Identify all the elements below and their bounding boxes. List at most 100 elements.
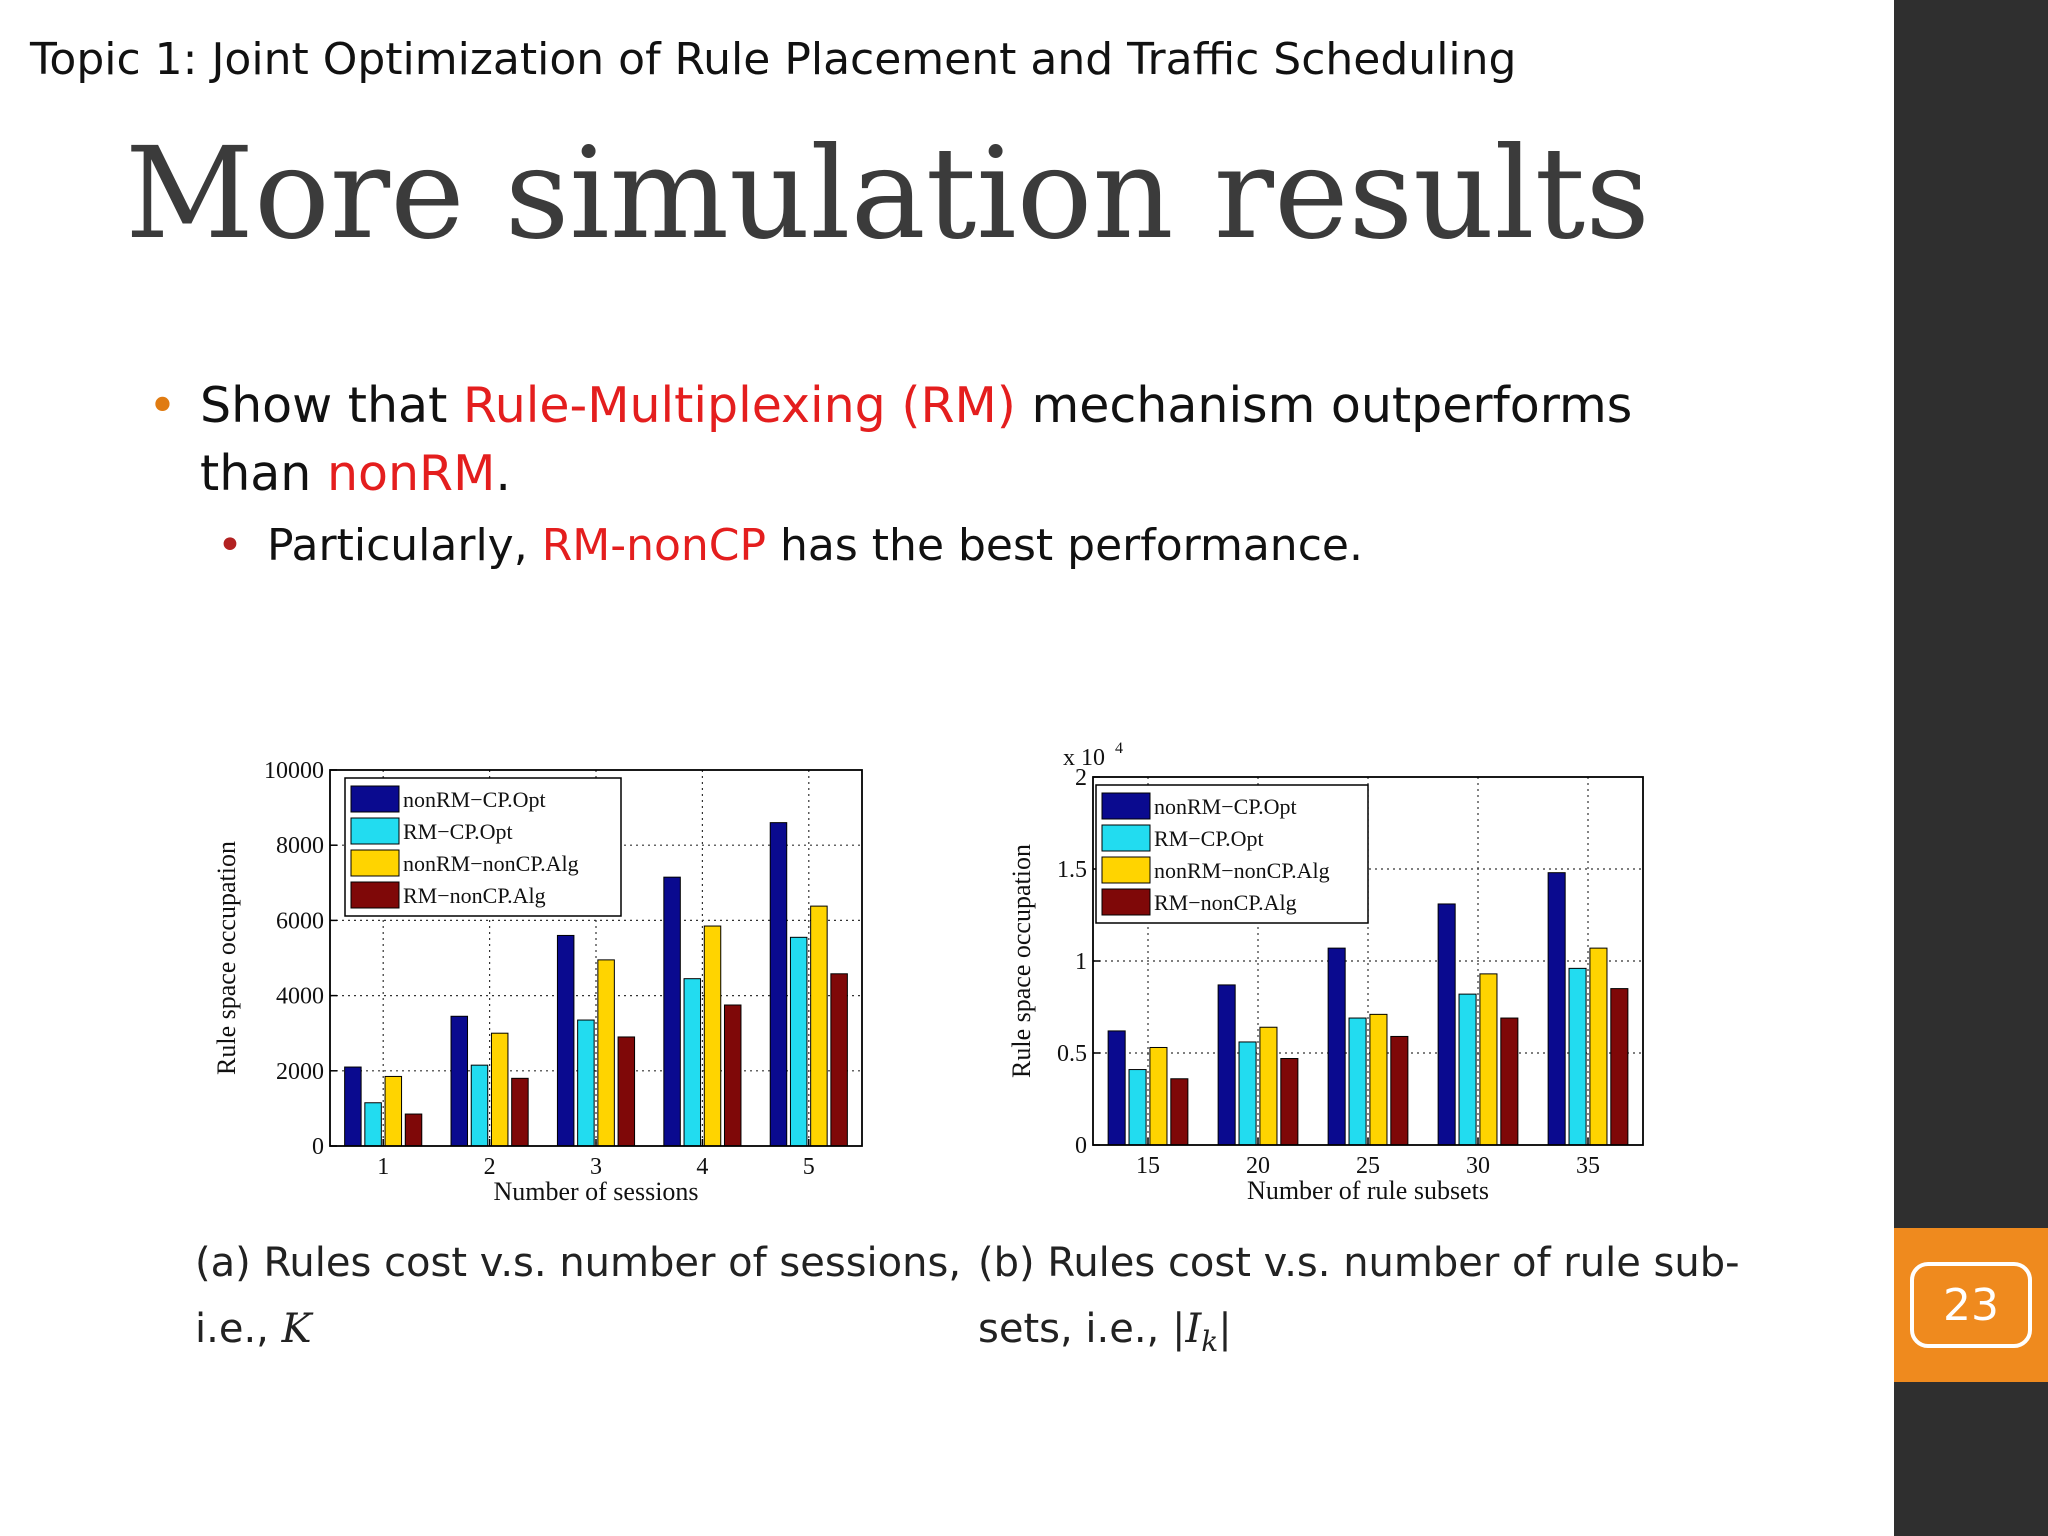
slide-title: More simulation results	[125, 120, 1650, 267]
text-part: Show that	[200, 377, 463, 434]
y-tick-label: 0	[1075, 1133, 1087, 1159]
bar	[1479, 973, 1498, 1146]
bar	[1437, 903, 1456, 1146]
x-tick-label: 4	[696, 1154, 708, 1180]
legend-label: nonRM−CP.Opt	[1154, 794, 1297, 819]
bar	[1568, 967, 1587, 1146]
y-tick-label: 2	[1075, 765, 1087, 791]
bullet-dot: •	[217, 520, 243, 571]
page-number-bracket	[1910, 1262, 2032, 1348]
caption-text: sets, i.e.,	[978, 1306, 1172, 1352]
x-tick-label: 15	[1136, 1153, 1160, 1179]
caption-b-line2: sets, i.e., |Ik|	[978, 1296, 1740, 1375]
legend-swatch	[350, 817, 400, 845]
x-axis-label: Number of rule subsets	[1247, 1176, 1489, 1205]
bar	[490, 1032, 509, 1147]
legend-label: nonRM−nonCP.Alg	[403, 851, 579, 876]
bar	[1610, 988, 1629, 1146]
y-tick-label: 2000	[276, 1059, 324, 1085]
axes-frame	[1092, 776, 1644, 1146]
bar	[1259, 1026, 1278, 1146]
math-i: |I	[1171, 1306, 1202, 1352]
bar	[1107, 1030, 1126, 1146]
caption-b-line1: (b) Rules cost v.s. number of rule sub-	[978, 1240, 1740, 1286]
bar	[597, 959, 615, 1147]
y-tick-label: 8000	[276, 833, 324, 859]
bar	[450, 1015, 469, 1147]
x-tick-label: 5	[803, 1154, 815, 1180]
bar	[1327, 947, 1346, 1146]
y-tick-label: 6000	[276, 908, 324, 934]
legend-label: nonRM−nonCP.Alg	[1154, 858, 1330, 883]
bar	[617, 1036, 636, 1147]
bar	[683, 978, 702, 1147]
legend-swatch	[350, 785, 400, 813]
bar	[663, 876, 681, 1147]
legend-label: nonRM−CP.Opt	[403, 787, 546, 812]
bar	[830, 973, 848, 1147]
y-axis-label: Rule space occupation	[212, 841, 241, 1075]
y-axis-label: Rule space occupation	[1007, 844, 1036, 1078]
legend-label: RM−nonCP.Alg	[1154, 890, 1297, 915]
text-part: mechanism outperforms than	[200, 377, 1633, 502]
highlight-rm-noncp: RM-nonCP	[541, 520, 767, 571]
axis-multiplier: x 10	[1063, 745, 1105, 771]
bar	[1500, 1017, 1519, 1146]
chart-rule-subsets: 0 0.5 1 1.5 2 15 20 25 30 35 nonRM−CP.Opt RM−CP.Opt…	[1007, 740, 1644, 1205]
legend-label: RM−CP.Opt	[1154, 826, 1264, 851]
bullet-rm: • Show that Rule-Multiplexing (RM) mecha…	[148, 372, 1728, 508]
bar	[1369, 1013, 1388, 1146]
bar	[1458, 993, 1477, 1146]
bar	[1149, 1046, 1168, 1146]
bar	[1170, 1078, 1189, 1146]
bar	[577, 1019, 595, 1147]
axes-frame	[329, 769, 863, 1147]
bar	[1348, 1017, 1367, 1146]
text-part: Particularly,	[267, 520, 542, 571]
math-sub: k	[1201, 1325, 1219, 1358]
y-tick-label: 1	[1075, 949, 1087, 975]
bar	[384, 1075, 403, 1147]
bullet-dot: •	[148, 377, 177, 434]
legend-label: RM−nonCP.Alg	[403, 883, 546, 908]
topic-header: Topic 1: Joint Optimization of Rule Plac…	[30, 34, 1517, 85]
x-tick-label: 35	[1576, 1153, 1600, 1179]
bar	[789, 936, 808, 1147]
caption-math: |Ik|	[1171, 1306, 1232, 1358]
x-tick-label: 25	[1356, 1153, 1380, 1179]
bar	[1547, 872, 1566, 1146]
math-end: |	[1218, 1306, 1232, 1352]
y-tick-label: 4000	[276, 984, 324, 1010]
y-tick-label: 10000	[264, 758, 324, 784]
caption-text: i.e.,	[195, 1306, 282, 1352]
bar	[1238, 1041, 1257, 1146]
legend-swatch	[1101, 792, 1151, 820]
highlight-nonrm: nonRM	[326, 445, 496, 502]
highlight-rm: Rule-Multiplexing (RM)	[462, 377, 1016, 434]
bullet-text: Show that Rule-Multiplexing (RM) mechani…	[200, 372, 1728, 508]
bar	[1280, 1058, 1299, 1146]
text-part: has the best performance.	[766, 520, 1363, 571]
bar	[511, 1077, 529, 1147]
x-tick-label: 20	[1246, 1153, 1270, 1179]
caption-math: K	[281, 1306, 312, 1352]
bullet-text: Particularly, RM-nonCP has the best perf…	[267, 520, 1363, 571]
bar	[364, 1102, 382, 1147]
bar	[1217, 984, 1236, 1146]
legend-swatch	[350, 849, 400, 877]
bar	[470, 1064, 489, 1147]
x-tick-label: 30	[1466, 1153, 1490, 1179]
legend-swatch	[1101, 888, 1151, 916]
page-number-box	[1894, 1228, 2048, 1382]
x-tick-label: 3	[590, 1154, 602, 1180]
bar	[723, 1004, 742, 1147]
bar	[556, 934, 575, 1147]
x-axis-label: Number of sessions	[493, 1177, 698, 1206]
bullet-rm-noncp: • Particularly, RM-nonCP has the best pe…	[217, 520, 1363, 571]
bar	[1128, 1069, 1147, 1146]
x-tick-label: 2	[484, 1154, 496, 1180]
bar	[810, 905, 828, 1147]
legend-label: RM−CP.Opt	[403, 819, 513, 844]
legend-swatch	[1101, 856, 1151, 884]
axis-multiplier-exp: 4	[1115, 740, 1123, 757]
